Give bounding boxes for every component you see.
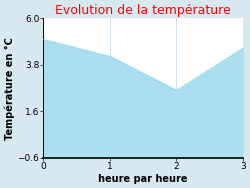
- X-axis label: heure par heure: heure par heure: [98, 174, 188, 184]
- Title: Evolution de la température: Evolution de la température: [55, 4, 231, 17]
- Y-axis label: Température en °C: Température en °C: [4, 37, 15, 139]
